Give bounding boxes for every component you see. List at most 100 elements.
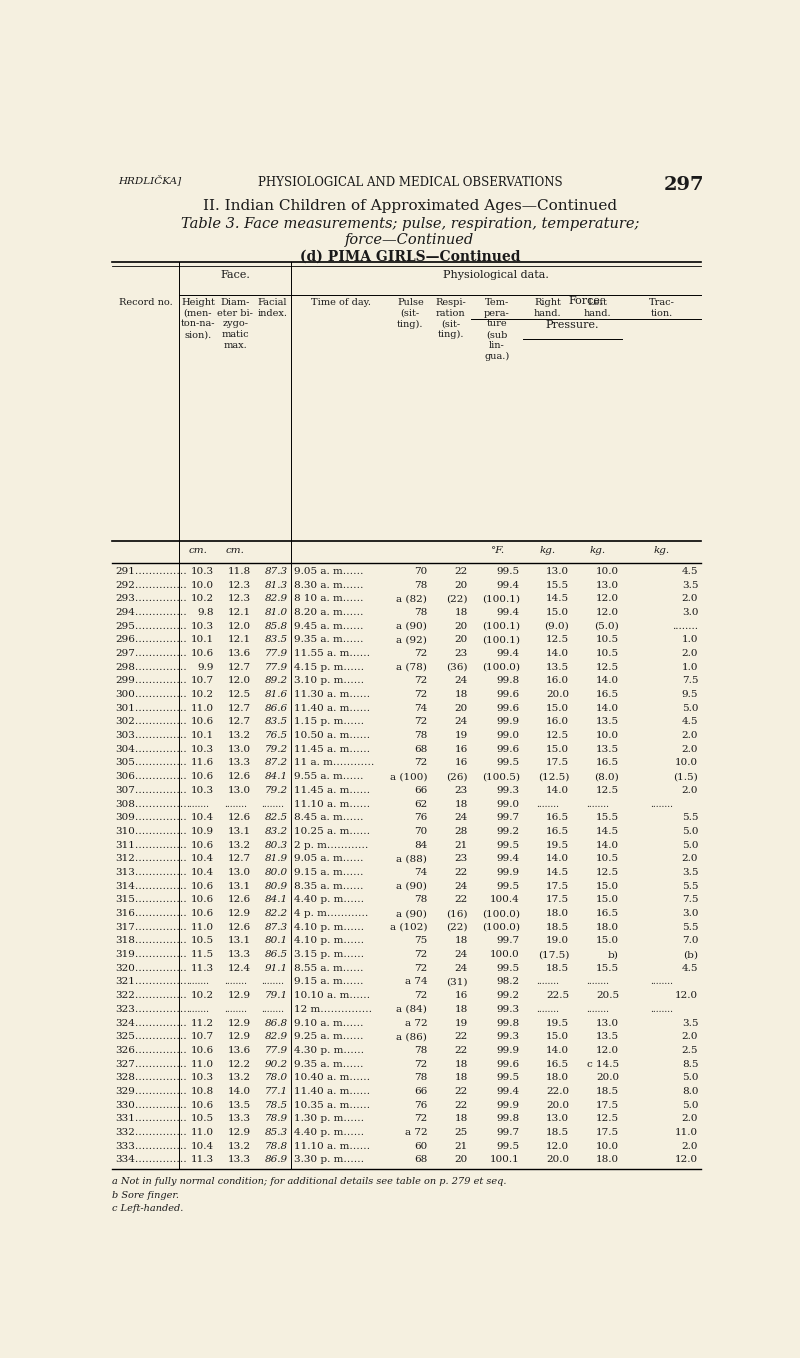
Text: a (90): a (90)	[397, 881, 427, 891]
Text: 13.5: 13.5	[596, 717, 619, 727]
Text: 99.7: 99.7	[497, 813, 520, 822]
Text: 11.6: 11.6	[190, 759, 214, 767]
Text: 17.5: 17.5	[546, 895, 570, 904]
Text: 81.3: 81.3	[265, 580, 288, 589]
Text: 22.0: 22.0	[546, 1086, 570, 1096]
Text: 4.5: 4.5	[682, 717, 698, 727]
Text: 21: 21	[454, 841, 468, 850]
Text: 99.8: 99.8	[497, 676, 520, 686]
Text: ........: ........	[650, 1005, 674, 1014]
Text: c 14.5: c 14.5	[587, 1059, 619, 1069]
Text: 24: 24	[454, 881, 468, 891]
Text: ........: ........	[261, 1005, 284, 1014]
Text: 10.0: 10.0	[675, 759, 698, 767]
Text: 318……………: 318……………	[115, 937, 187, 945]
Text: 16.5: 16.5	[596, 690, 619, 699]
Text: 317……………: 317……………	[115, 922, 187, 932]
Text: 301……………: 301……………	[115, 703, 187, 713]
Text: 10.1: 10.1	[190, 731, 214, 740]
Text: (b): (b)	[683, 951, 698, 959]
Text: 99.8: 99.8	[497, 1115, 520, 1123]
Text: Respi-
ration
(sit-
ting).: Respi- ration (sit- ting).	[435, 297, 466, 340]
Text: 11.0: 11.0	[190, 703, 214, 713]
Text: 12.7: 12.7	[227, 717, 250, 727]
Text: 10.6: 10.6	[190, 841, 214, 850]
Text: 295……………: 295……………	[115, 622, 187, 630]
Text: 12.2: 12.2	[227, 1059, 250, 1069]
Text: 84: 84	[414, 841, 427, 850]
Text: 12.0: 12.0	[596, 608, 619, 617]
Text: 297……………: 297……………	[115, 649, 187, 659]
Text: 99.9: 99.9	[497, 1101, 520, 1109]
Text: 85.3: 85.3	[265, 1128, 288, 1137]
Text: 15.0: 15.0	[546, 744, 570, 754]
Text: 4.40 p. m……: 4.40 p. m……	[294, 1128, 364, 1137]
Text: (100.1): (100.1)	[482, 595, 520, 603]
Text: 13.0: 13.0	[227, 868, 250, 877]
Text: 11.0: 11.0	[190, 1128, 214, 1137]
Text: 99.2: 99.2	[497, 991, 520, 1001]
Text: 76: 76	[414, 1101, 427, 1109]
Text: 10.1: 10.1	[190, 636, 214, 644]
Text: 99.9: 99.9	[497, 1046, 520, 1055]
Text: 12.7: 12.7	[227, 663, 250, 672]
Text: 321……………: 321……………	[115, 978, 187, 986]
Text: (22): (22)	[446, 922, 468, 932]
Text: 13.0: 13.0	[227, 744, 250, 754]
Text: 22: 22	[454, 1046, 468, 1055]
Text: 72: 72	[414, 649, 427, 659]
Text: (16): (16)	[446, 909, 468, 918]
Text: 80.0: 80.0	[265, 868, 288, 877]
Text: 98.2: 98.2	[497, 978, 520, 986]
Text: Pulse
(sit-
ting).: Pulse (sit- ting).	[397, 297, 424, 329]
Text: 313……………: 313……………	[115, 868, 187, 877]
Text: 10.6: 10.6	[190, 895, 214, 904]
Text: 2.0: 2.0	[682, 786, 698, 794]
Text: Trac-
tion.: Trac- tion.	[649, 297, 674, 318]
Text: 3.5: 3.5	[682, 1018, 698, 1028]
Text: 11.3: 11.3	[190, 964, 214, 972]
Text: (100.1): (100.1)	[482, 622, 520, 630]
Text: 68: 68	[414, 744, 427, 754]
Text: 291……………: 291……………	[115, 566, 187, 576]
Text: 80.3: 80.3	[265, 841, 288, 850]
Text: 12.3: 12.3	[227, 595, 250, 603]
Text: 13.3: 13.3	[227, 1156, 250, 1164]
Text: 10.4: 10.4	[190, 1142, 214, 1150]
Text: a (92): a (92)	[397, 636, 427, 644]
Text: 12.7: 12.7	[227, 703, 250, 713]
Text: 18: 18	[454, 1115, 468, 1123]
Text: a (88): a (88)	[397, 854, 427, 864]
Text: 13.5: 13.5	[227, 1101, 250, 1109]
Text: 83.2: 83.2	[265, 827, 288, 837]
Text: 14.0: 14.0	[596, 841, 619, 850]
Text: ........: ........	[186, 1005, 210, 1014]
Text: 10.2: 10.2	[190, 991, 214, 1001]
Text: 10.5: 10.5	[596, 854, 619, 864]
Text: 11.40 a. m……: 11.40 a. m……	[294, 1086, 370, 1096]
Text: a (102): a (102)	[390, 922, 427, 932]
Text: 18.5: 18.5	[546, 922, 570, 932]
Text: 12.5: 12.5	[596, 663, 619, 672]
Text: 10.2: 10.2	[190, 595, 214, 603]
Text: 16.5: 16.5	[596, 759, 619, 767]
Text: 84.1: 84.1	[265, 895, 288, 904]
Text: 99.6: 99.6	[497, 690, 520, 699]
Text: 15.0: 15.0	[596, 937, 619, 945]
Text: 72: 72	[414, 690, 427, 699]
Text: 86.8: 86.8	[265, 1018, 288, 1028]
Text: 10.5: 10.5	[190, 1115, 214, 1123]
Text: 17.5: 17.5	[546, 759, 570, 767]
Text: 9.10 a. m……: 9.10 a. m……	[294, 1018, 363, 1028]
Text: (100.1): (100.1)	[482, 636, 520, 644]
Text: 16.0: 16.0	[546, 717, 570, 727]
Text: 12.0: 12.0	[546, 1142, 570, 1150]
Text: 1.0: 1.0	[682, 636, 698, 644]
Text: 13.1: 13.1	[227, 827, 250, 837]
Text: 9.9: 9.9	[197, 663, 214, 672]
Text: 2.0: 2.0	[682, 1142, 698, 1150]
Text: 10.6: 10.6	[190, 1046, 214, 1055]
Text: 12.5: 12.5	[596, 786, 619, 794]
Text: 13.6: 13.6	[227, 1046, 250, 1055]
Text: 78.9: 78.9	[265, 1115, 288, 1123]
